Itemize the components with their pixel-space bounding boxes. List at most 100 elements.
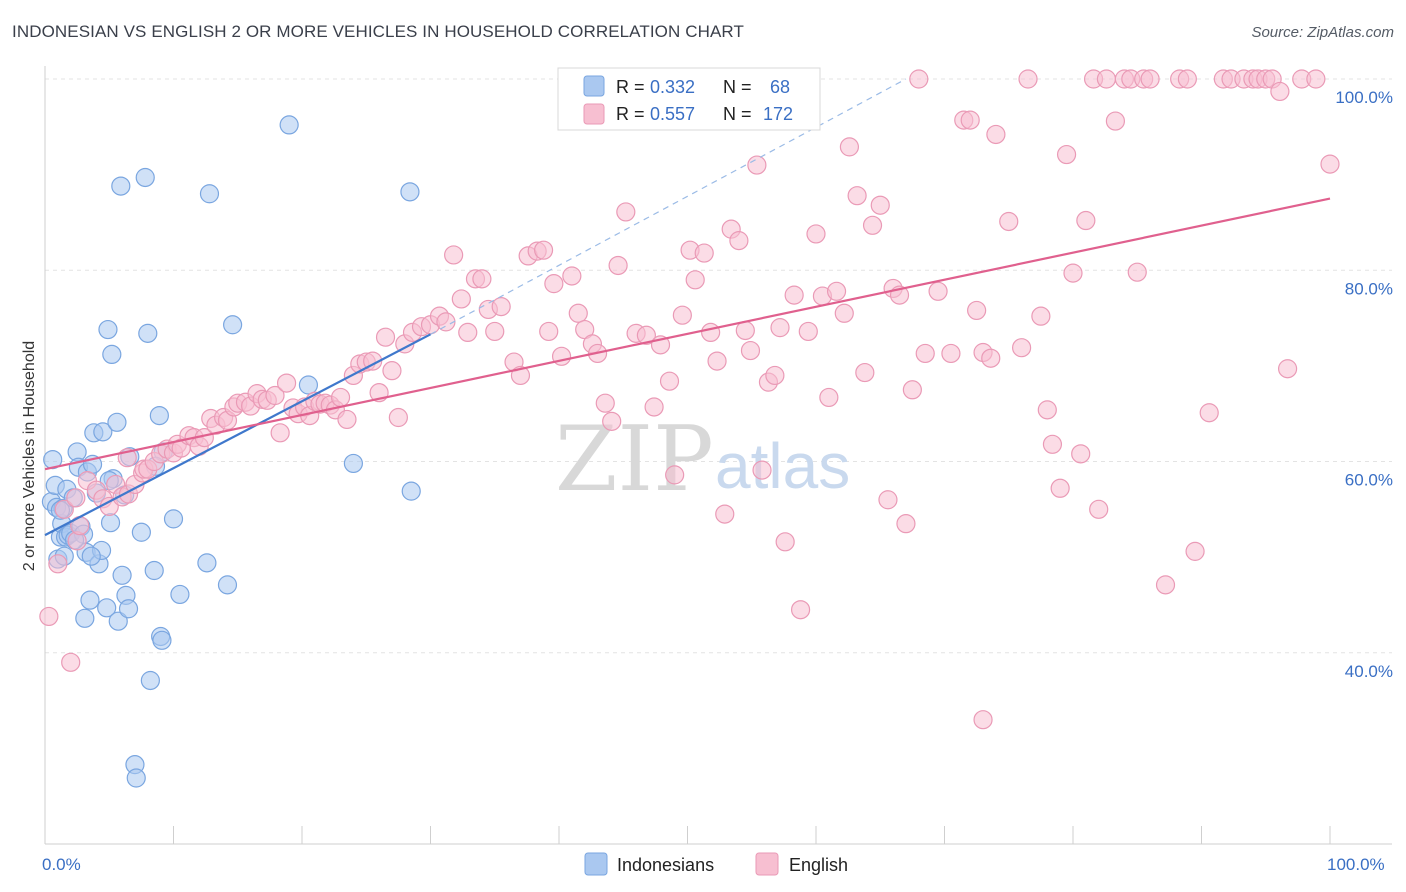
- trend-lines: [44, 78, 1331, 537]
- indonesians-point-60: [400, 182, 420, 202]
- english-point-128: [870, 195, 890, 215]
- english-point-105: [715, 504, 735, 524]
- indonesians-point-53: [197, 553, 217, 573]
- english-point-85: [568, 303, 588, 323]
- english-point-95: [644, 397, 664, 417]
- english-point-101: [685, 270, 705, 290]
- english-point-136: [928, 281, 948, 301]
- english-point-122: [826, 281, 847, 301]
- english-point-127: [862, 215, 883, 235]
- series-indonesians: [41, 115, 421, 788]
- english-point-67: [436, 312, 456, 332]
- x-tick-label-min: 0.0%: [42, 855, 81, 874]
- english-point-132: [896, 514, 916, 534]
- english-point-167: [1177, 69, 1197, 89]
- english-point-118: [798, 321, 818, 342]
- english-point-80: [533, 240, 554, 260]
- english-point-59: [375, 327, 396, 347]
- english-point-69: [451, 289, 471, 309]
- english-point-104: [707, 351, 727, 371]
- english-point-53: [337, 409, 357, 430]
- indonesians-point-30: [100, 513, 121, 533]
- english-point-74: [485, 321, 505, 342]
- bottom-legend-swatch-indonesians: [584, 852, 608, 876]
- trend-indonesians-extension: [430, 78, 907, 335]
- english-point-125: [847, 186, 867, 206]
- indonesians-point-38: [118, 599, 139, 619]
- english-point-110: [747, 155, 767, 175]
- english-point-158: [1096, 69, 1117, 89]
- english-point-70: [458, 322, 478, 343]
- english-point-137: [941, 343, 961, 364]
- english-point-72: [472, 269, 492, 289]
- english-point-81: [539, 321, 559, 342]
- indonesians-point-61: [401, 481, 421, 501]
- english-point-0: [39, 606, 59, 627]
- english-point-84: [562, 266, 582, 286]
- english-point-180: [1306, 69, 1326, 89]
- english-point-115: [775, 532, 795, 552]
- english-point-107: [729, 231, 749, 251]
- english-point-102: [694, 243, 714, 263]
- legend-n-label-2: N =: [723, 104, 752, 124]
- chart-title: INDONESIAN VS ENGLISH 2 OR MORE VEHICLES…: [12, 22, 744, 41]
- indonesians-point-46: [144, 560, 164, 581]
- english-point-90: [602, 411, 622, 431]
- indonesians-point-58: [298, 375, 319, 395]
- english-point-129: [878, 490, 898, 510]
- legend-n-label-1: N =: [723, 77, 752, 97]
- english-point-42: [276, 373, 297, 393]
- source-note: Source: ZipAtlas.com: [1251, 24, 1394, 41]
- indonesians-point-28: [97, 598, 117, 618]
- english-point-3: [61, 652, 81, 672]
- legend-swatch-indonesians: [583, 75, 605, 97]
- english-point-40: [265, 385, 285, 406]
- english-point-60: [382, 361, 402, 381]
- english-point-92: [616, 202, 636, 222]
- english-point-154: [1071, 444, 1091, 464]
- english-point-134: [909, 69, 929, 89]
- english-point-155: [1076, 210, 1096, 231]
- indonesians-point-55: [217, 575, 238, 595]
- english-point-108: [735, 320, 755, 341]
- english-point-153: [1063, 263, 1083, 283]
- indonesians-point-57: [279, 115, 299, 135]
- english-point-169: [1199, 403, 1219, 423]
- english-point-124: [839, 137, 860, 157]
- indonesians-point-54: [199, 184, 220, 204]
- bottom-legend: Indonesians English: [584, 852, 848, 876]
- english-point-140: [967, 300, 987, 321]
- english-point-147: [1018, 69, 1038, 89]
- english-point-162: [1127, 262, 1147, 282]
- indonesians-point-44: [138, 323, 158, 343]
- english-point-146: [1011, 338, 1032, 358]
- english-point-2: [54, 499, 74, 519]
- english-point-150: [1042, 434, 1063, 454]
- legend-n-value-indonesians: 68: [770, 77, 790, 97]
- english-point-111: [752, 460, 772, 480]
- english-point-145: [999, 211, 1019, 232]
- indonesians-point-18: [75, 608, 95, 628]
- english-point-151: [1050, 478, 1070, 498]
- indonesians-point-47: [149, 406, 169, 426]
- english-point-94: [636, 325, 656, 345]
- trend-indonesians: [44, 333, 432, 537]
- indonesians-point-56: [223, 315, 243, 335]
- indonesians-point-43: [135, 167, 155, 188]
- indonesians-point-31: [102, 344, 122, 364]
- english-point-157: [1089, 499, 1109, 519]
- indonesians-point-29: [98, 319, 118, 340]
- english-point-144: [986, 124, 1006, 145]
- english-point-89: [595, 393, 615, 413]
- english-point-165: [1155, 575, 1176, 595]
- series-english: [39, 69, 1340, 730]
- indonesians-point-21: [80, 590, 100, 610]
- indonesians-point-42: [131, 522, 151, 542]
- y-tick-labels: 40.0% 60.0% 80.0% 100.0%: [1335, 88, 1393, 681]
- legend-r-value-english: 0.557: [650, 104, 695, 124]
- bottom-legend-label-indonesians: Indonesians: [617, 855, 714, 875]
- indonesians-point-33: [107, 412, 127, 432]
- indonesians-point-45: [140, 670, 160, 691]
- legend-r-label-2: R =: [616, 104, 645, 124]
